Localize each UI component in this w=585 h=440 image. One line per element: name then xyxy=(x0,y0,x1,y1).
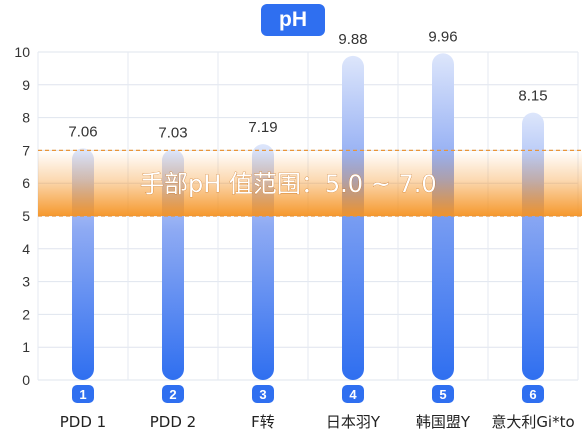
value-label: 7.06 xyxy=(68,123,97,140)
reference-band-label: 手部pH 值范围：5.0 ~ 7.0 xyxy=(140,170,437,198)
value-label: 7.03 xyxy=(158,124,187,141)
y-tick-label: 8 xyxy=(22,110,30,126)
reference-band: 手部pH 值范围：5.0 ~ 7.0 xyxy=(38,149,582,217)
bar xyxy=(342,55,364,380)
category-badge-number: 5 xyxy=(439,387,446,402)
category-badge-number: 1 xyxy=(79,387,86,402)
reference-band-fill xyxy=(38,150,582,216)
category-badge xyxy=(342,385,364,403)
x-tick-label: PDD 1 xyxy=(60,413,106,431)
category-badge-number: 6 xyxy=(529,387,536,402)
y-tick-label: 1 xyxy=(22,339,30,355)
y-tick-label: 7 xyxy=(22,142,30,158)
y-tick-label: 4 xyxy=(22,241,30,257)
y-tick-label: 0 xyxy=(22,372,30,388)
y-tick-label: 3 xyxy=(22,274,30,290)
value-label: 8.15 xyxy=(518,88,547,105)
x-tick-label: 日本羽Y xyxy=(326,413,381,431)
category-badge xyxy=(72,385,94,403)
bar xyxy=(432,53,454,380)
category-badge xyxy=(432,385,454,403)
y-tick-label: 6 xyxy=(22,175,30,191)
category-badge-number: 2 xyxy=(169,387,176,402)
category-badge-number: 4 xyxy=(349,387,357,402)
category-badge xyxy=(252,385,274,403)
chart-title: pH xyxy=(261,4,325,36)
x-tick-label: 韩国盟Y xyxy=(416,413,471,431)
y-tick-label: 2 xyxy=(22,306,30,322)
value-labels: 7.06 7.03 7.19 9.88 9.96 8.15 xyxy=(68,28,547,141)
y-axis-ticks: 0 1 2 3 4 5 6 7 8 9 10 xyxy=(14,44,30,388)
value-label: 9.96 xyxy=(428,28,457,45)
value-label: 7.19 xyxy=(248,119,277,136)
x-tick-label: F转 xyxy=(251,413,275,431)
category-badge xyxy=(522,385,544,403)
category-badge xyxy=(162,385,184,403)
x-tick-label: PDD 2 xyxy=(150,413,196,431)
value-label: 9.88 xyxy=(338,31,367,48)
category-badge-number: 3 xyxy=(259,387,266,402)
x-axis: 1 PDD 1 2 PDD 2 3 F转 4 日本羽Y 5 韩国盟Y 6 意大利Gi*to xyxy=(60,385,575,431)
x-tick-label: 意大利Gi*to xyxy=(491,413,574,431)
y-tick-label: 10 xyxy=(14,44,30,60)
y-tick-label: 5 xyxy=(22,208,30,224)
y-tick-label: 9 xyxy=(22,77,30,93)
